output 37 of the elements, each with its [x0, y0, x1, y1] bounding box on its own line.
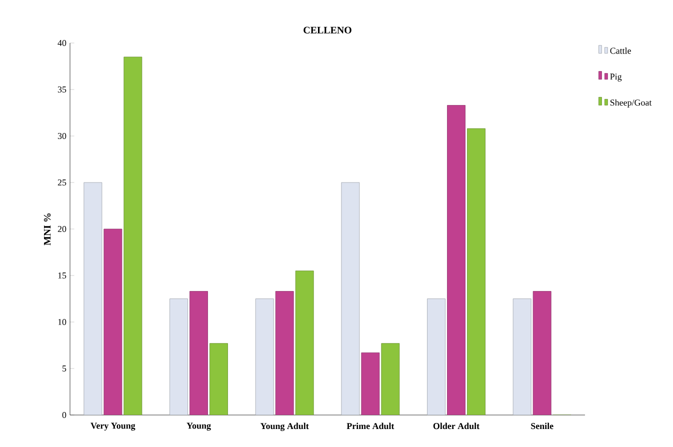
- x-tick-label: Very Young: [90, 422, 136, 431]
- legend-label: Sheep/Goat: [610, 99, 652, 108]
- x-tick-label: Young: [186, 422, 211, 431]
- bar: [512, 298, 532, 415]
- bar: [341, 182, 360, 415]
- bar: [255, 298, 274, 415]
- bar: [427, 298, 446, 415]
- bar: [467, 128, 486, 415]
- y-tick-label: 30: [58, 132, 66, 140]
- y-tick-label: 15: [58, 272, 66, 279]
- y-tick-label: 0: [62, 412, 66, 418]
- y-tick-label: 35: [58, 86, 66, 93]
- bar: [447, 105, 466, 415]
- y-tick-label: 20: [58, 226, 66, 232]
- bar: [104, 228, 122, 415]
- y-axis-title: MNI %: [44, 213, 51, 246]
- x-tick-label: Prime Adult: [346, 422, 394, 430]
- y-tick-label: 5: [62, 366, 66, 372]
- y-tick-label: 25: [58, 179, 66, 186]
- bar: [190, 291, 208, 415]
- x-tick-label: Older Adult: [433, 422, 480, 430]
- x-tick-label: Young Adult: [260, 422, 309, 431]
- bar: [295, 270, 314, 415]
- bar: [275, 291, 294, 415]
- bar: [124, 56, 142, 415]
- legend-label: Cattle: [610, 48, 631, 54]
- y-tick-label: 40: [58, 40, 66, 46]
- bar: [84, 182, 102, 415]
- x-tick-label: Senile: [531, 422, 554, 430]
- legend-label: Pig: [610, 74, 622, 82]
- bar: [210, 343, 228, 415]
- bar: [361, 352, 380, 415]
- chart-title: CELLENO: [304, 26, 352, 34]
- y-tick-label: 10: [58, 318, 66, 326]
- bar: [170, 298, 188, 415]
- bar: [532, 291, 552, 415]
- bar: [381, 343, 400, 415]
